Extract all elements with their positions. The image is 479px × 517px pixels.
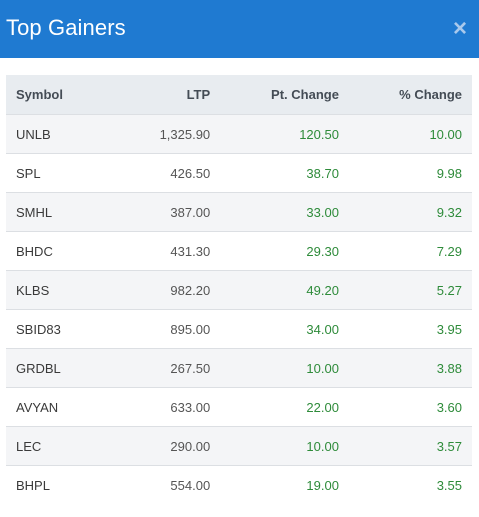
table-row[interactable]: AVYAN 633.00 22.00 3.60 [6, 387, 472, 427]
pct-change-cell: 3.60 [338, 387, 472, 427]
ltp-cell: 426.50 [94, 153, 211, 193]
ltp-cell: 431.30 [94, 231, 211, 271]
pct-change-cell: 10.00 [338, 114, 472, 154]
ltp-cell: 895.00 [94, 309, 211, 349]
table-row[interactable]: SPL 426.50 38.70 9.98 [6, 153, 472, 193]
ltp-cell: 267.50 [94, 348, 211, 388]
table-row[interactable]: SMHL 387.00 33.00 9.32 [6, 192, 472, 232]
pt-change-cell: 10.00 [210, 348, 339, 388]
ltp-cell: 1,325.90 [94, 114, 211, 154]
ltp-cell: 982.20 [94, 270, 211, 310]
pt-change-cell: 22.00 [210, 387, 339, 427]
symbol-cell: SBID83 [6, 309, 95, 349]
pct-change-cell: 9.98 [338, 153, 472, 193]
pct-change-cell: 3.55 [338, 465, 472, 504]
table-row[interactable]: BHDC 431.30 29.30 7.29 [6, 231, 472, 271]
symbol-cell: BHPL [6, 465, 95, 504]
top-gainers-table: Symbol LTP Pt. Change % Change UNLB 1,32… [6, 75, 472, 504]
table-row[interactable]: SBID83 895.00 34.00 3.95 [6, 309, 472, 349]
table-header-row: Symbol LTP Pt. Change % Change [6, 75, 472, 115]
pct-change-cell: 3.95 [338, 309, 472, 349]
ltp-cell: 387.00 [94, 192, 211, 232]
symbol-cell: LEC [6, 426, 95, 466]
symbol-cell: GRDBL [6, 348, 95, 388]
symbol-cell: AVYAN [6, 387, 95, 427]
pct-change-cell: 5.27 [338, 270, 472, 310]
pt-change-cell: 29.30 [210, 231, 339, 271]
table-row[interactable]: UNLB 1,325.90 120.50 10.00 [6, 114, 472, 154]
symbol-cell: SMHL [6, 192, 95, 232]
symbol-cell: KLBS [6, 270, 95, 310]
pt-change-cell: 120.50 [210, 114, 339, 154]
table-row[interactable]: LEC 290.00 10.00 3.57 [6, 426, 472, 466]
ltp-cell: 554.00 [94, 465, 211, 504]
pt-change-cell: 19.00 [210, 465, 339, 504]
modal-header: Top Gainers × [0, 0, 479, 58]
ltp-cell: 290.00 [94, 426, 211, 466]
pct-change-cell: 3.57 [338, 426, 472, 466]
ltp-cell: 633.00 [94, 387, 211, 427]
table-row[interactable]: GRDBL 267.50 10.00 3.88 [6, 348, 472, 388]
pt-change-cell: 49.20 [210, 270, 339, 310]
pt-change-cell: 38.70 [210, 153, 339, 193]
pt-change-cell: 34.00 [210, 309, 339, 349]
modal-title: Top Gainers [6, 15, 126, 40]
symbol-cell: SPL [6, 153, 95, 193]
column-header-ltp[interactable]: LTP [186, 87, 211, 102]
pt-change-cell: 33.00 [210, 192, 339, 232]
column-header-symbol[interactable]: Symbol [16, 87, 63, 102]
pct-change-cell: 3.88 [338, 348, 472, 388]
pct-change-cell: 9.32 [338, 192, 472, 232]
symbol-cell: BHDC [6, 231, 95, 271]
table-row[interactable]: BHPL 554.00 19.00 3.55 [6, 465, 472, 504]
pt-change-cell: 10.00 [210, 426, 339, 466]
close-icon[interactable]: × [452, 15, 467, 42]
column-header-pct-change[interactable]: % Change [399, 87, 462, 102]
pct-change-cell: 7.29 [338, 231, 472, 271]
symbol-cell: UNLB [6, 114, 95, 154]
table-row[interactable]: KLBS 982.20 49.20 5.27 [6, 270, 472, 310]
column-header-pt-change[interactable]: Pt. Change [271, 87, 339, 102]
